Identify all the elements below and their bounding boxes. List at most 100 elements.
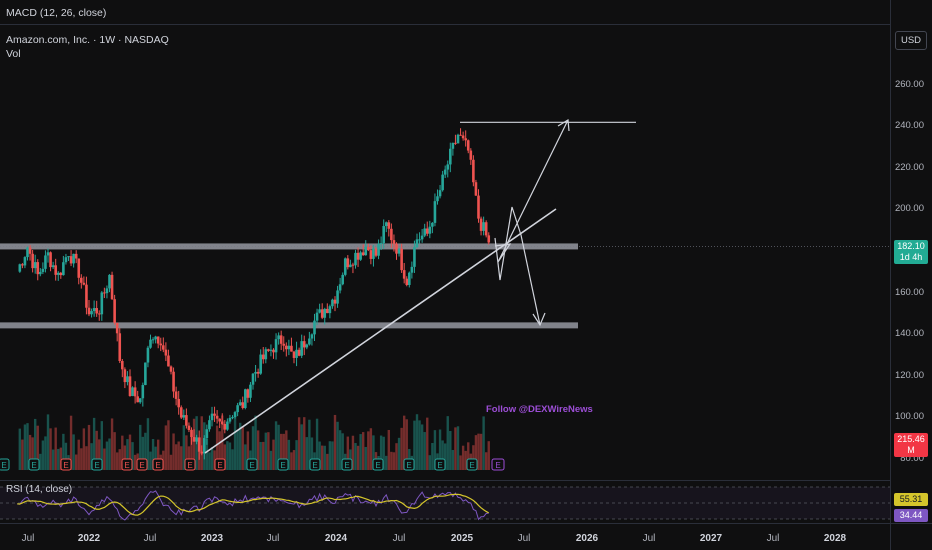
macd-title[interactable]: MACD (12, 26, close) [6, 7, 107, 19]
volume-bar [241, 426, 244, 470]
time-tick: Jul [21, 533, 35, 544]
candle-body [454, 142, 457, 144]
candle-body [103, 292, 106, 294]
candle-body [261, 354, 265, 360]
volume-bar [110, 418, 114, 470]
symbol-title[interactable]: Amazon.com, Inc. · 1W · NASDAQ [6, 34, 169, 46]
volume-bar [338, 430, 342, 470]
volume-bar [285, 430, 288, 470]
candle-body [108, 274, 111, 289]
candle-body [131, 387, 134, 397]
volume-bar [318, 441, 321, 470]
earnings-marker-label: E [217, 461, 222, 470]
candle-body [231, 417, 234, 419]
rsi-ma-line [17, 493, 490, 516]
volume-bar [54, 427, 57, 470]
candle-body [267, 349, 270, 351]
time-tick: 2027 [699, 533, 723, 544]
candle-body [133, 387, 137, 397]
earnings-marker-box [277, 458, 289, 471]
earnings-marker-box [136, 458, 148, 471]
candle-body [226, 421, 229, 430]
candle-body [39, 271, 42, 275]
rsi-line [17, 490, 489, 521]
bearish-arrowhead [532, 312, 546, 327]
candle-body [228, 417, 232, 422]
volume-bar [46, 414, 50, 470]
candle-body [328, 306, 332, 314]
volume-bar [233, 417, 237, 470]
bullish-arrowhead [557, 118, 570, 132]
candle-body [44, 255, 47, 269]
time-tick: Jul [766, 533, 780, 544]
candle-body [205, 429, 209, 439]
rsi-title[interactable]: RSI (14, close) [6, 484, 73, 495]
price-tick: 140.00 [894, 328, 924, 339]
current-price-badge[interactable]: 182.10 1d 4h [894, 240, 928, 264]
volume-bar [405, 419, 408, 470]
volume-bar [26, 423, 29, 470]
candle-body [461, 135, 465, 139]
candle-body [18, 264, 22, 272]
candle-body [46, 252, 50, 256]
volume-bar [251, 426, 255, 470]
volume-bar [402, 415, 406, 470]
volume-bar [295, 440, 298, 470]
candle-body [425, 228, 429, 234]
volume-bar [223, 444, 227, 470]
volume-bar [320, 445, 324, 470]
volume-bar [126, 439, 129, 470]
candle-body [36, 262, 40, 275]
time-tick: Jul [517, 533, 531, 544]
volume-bar [210, 447, 214, 470]
candle-body [428, 226, 432, 234]
candle-body [285, 345, 288, 350]
earnings-marker-box [91, 458, 103, 471]
currency-button[interactable]: USD [895, 31, 927, 50]
volume-bar [397, 437, 401, 470]
volume-bar [33, 418, 37, 470]
price-tick: 200.00 [894, 203, 924, 214]
candle-body [449, 148, 452, 165]
volume-label[interactable]: Vol [6, 48, 21, 60]
volume-bar [428, 455, 432, 470]
candle-body [241, 402, 245, 408]
candle-body [259, 354, 262, 374]
time-tick: Jul [143, 533, 157, 544]
volume-bar [326, 453, 329, 470]
earnings-marker-label: E [312, 461, 317, 470]
volume-bar [267, 432, 270, 470]
volume-bar [382, 436, 385, 470]
volume-bar [208, 452, 211, 470]
earnings-marker-box [28, 458, 40, 471]
candle-body [484, 222, 488, 236]
volume-bar [200, 416, 203, 470]
volume-bar [443, 443, 447, 470]
volume-bar [133, 454, 137, 470]
candle-body [361, 252, 365, 256]
earnings-marker-box [403, 458, 415, 471]
volume-bar [479, 433, 483, 470]
earnings-marker-label: E [63, 461, 68, 470]
time-tick: 2025 [450, 533, 474, 544]
candle-body [272, 349, 275, 353]
candle-body [408, 272, 411, 285]
volume-bar [484, 452, 488, 470]
volume-bar [259, 441, 262, 470]
candle-body [295, 349, 298, 358]
time-tick: Jul [642, 533, 656, 544]
earnings-marker-label: E [187, 461, 192, 470]
candle-body [141, 385, 145, 399]
candle-body [479, 218, 483, 231]
earnings-marker-box [372, 458, 384, 471]
candle-body [156, 336, 160, 344]
volume-bar [139, 424, 142, 470]
volume-bar [82, 428, 86, 470]
volume-bar [290, 452, 293, 470]
candle-body [384, 222, 388, 227]
volume-bar [279, 433, 283, 470]
volume-bar [303, 417, 306, 470]
volume-bar [85, 446, 88, 470]
